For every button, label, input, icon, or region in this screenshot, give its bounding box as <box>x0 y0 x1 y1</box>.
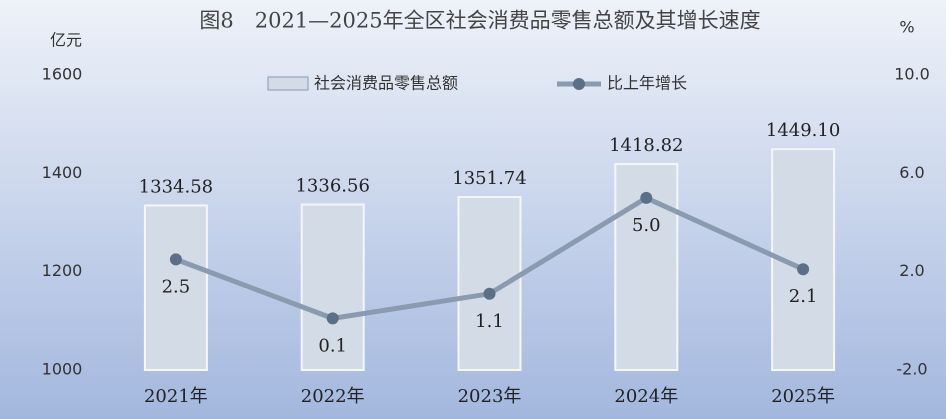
data-label: 1336.56 <box>295 176 369 197</box>
bar <box>143 204 208 371</box>
y2-tick-label: -2.0 <box>896 360 927 379</box>
marker <box>640 191 653 204</box>
marker <box>326 312 339 325</box>
x-tick-label: 2022年 <box>301 386 365 407</box>
bar <box>300 203 365 371</box>
chart-title: 图8 2021—2025年全区社会消费品零售总额及其增长速度 <box>199 9 760 33</box>
y-tick-label: 1200 <box>42 261 83 280</box>
marker <box>169 253 182 266</box>
data-label: 2.5 <box>162 276 191 297</box>
marker <box>483 287 496 300</box>
legend-swatch <box>267 76 309 91</box>
legend-label: 比上年增长 <box>607 74 687 93</box>
y2-tick-label: 10.0 <box>894 65 930 84</box>
data-label: 1334.58 <box>139 176 213 197</box>
marker <box>797 263 810 276</box>
data-label: 1.1 <box>475 311 504 332</box>
x-tick-label: 2021年 <box>144 386 208 407</box>
data-label: 2.1 <box>789 286 818 307</box>
x-tick-label: 2025年 <box>771 386 835 407</box>
data-label: 1449.10 <box>766 120 840 141</box>
bar <box>457 196 522 371</box>
y-tick-label: 1000 <box>42 360 83 379</box>
data-label: 0.1 <box>318 335 347 356</box>
y-tick-label: 1400 <box>42 163 83 182</box>
x-tick-label: 2023年 <box>458 386 522 407</box>
data-label: 1418.82 <box>609 135 683 156</box>
y-axis-label: 亿元 <box>50 31 82 50</box>
y2-tick-label: 6.0 <box>899 163 924 182</box>
y2-axis-label: % <box>899 18 914 37</box>
y2-tick-label: 2.0 <box>899 261 924 280</box>
data-label: 1351.74 <box>452 168 526 189</box>
legend-label: 社会消费品零售总额 <box>314 74 458 93</box>
data-label: 5.0 <box>632 215 661 236</box>
y-tick-label: 1600 <box>42 65 83 84</box>
x-tick-label: 2024年 <box>614 386 678 407</box>
legend-swatch <box>573 78 585 90</box>
